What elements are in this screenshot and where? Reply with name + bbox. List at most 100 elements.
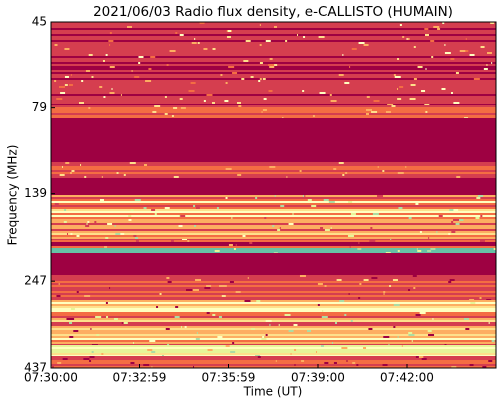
spectrum-speckle	[428, 334, 435, 336]
spectrum-speckle	[397, 172, 404, 174]
spectrum-speckle	[280, 205, 285, 207]
spectrum-speckle	[179, 34, 184, 36]
spectrum-speckle	[350, 320, 353, 322]
spectrum-row	[51, 263, 496, 265]
spectrum-speckle	[397, 98, 402, 100]
spectrum-row	[51, 88, 496, 90]
spectrum-row	[51, 239, 496, 240]
spectrum-row	[51, 154, 496, 156]
spectrum-speckle	[88, 54, 93, 56]
spectrum-speckle	[278, 324, 280, 326]
spectrum-row	[51, 306, 496, 308]
spectrum-row	[51, 261, 496, 263]
spectrum-row	[51, 293, 496, 295]
spectrum-speckle	[238, 105, 242, 107]
spectrum-speckle	[65, 162, 70, 164]
spectrum-speckle	[448, 281, 452, 283]
spectrum-speckle	[259, 44, 262, 46]
spectrum-speckle	[199, 22, 205, 24]
spectrum-speckle	[70, 308, 75, 310]
spectrum-speckle	[154, 213, 157, 215]
spectrum-speckle	[68, 84, 73, 86]
spectrum-row	[51, 344, 496, 345]
spectrum-speckle	[382, 364, 388, 366]
spectrum-speckle	[60, 92, 66, 94]
spectrum-speckle	[292, 213, 294, 215]
spectrum-speckle	[217, 336, 223, 338]
spectrum-speckle	[99, 86, 103, 88]
spectrum-speckle	[480, 46, 485, 48]
spectrum-speckle	[102, 60, 105, 62]
spectrum-row	[51, 118, 496, 120]
spectrum-speckle	[242, 235, 246, 237]
spectrum-speckle	[345, 172, 348, 174]
spectrum-row	[51, 289, 496, 291]
spectrum-speckle	[143, 364, 150, 366]
spectrum-row	[51, 324, 496, 326]
spectrum-speckle	[191, 42, 197, 44]
spectrum-speckle	[465, 50, 469, 52]
spectrum-speckle	[272, 225, 275, 227]
spectrum-speckle	[312, 115, 315, 117]
spectrum-speckle	[214, 250, 220, 252]
spectrum-speckle	[170, 240, 174, 242]
spectrum-speckle	[138, 62, 141, 64]
spectrum-speckle	[390, 239, 392, 240]
spectrum-speckle	[273, 26, 277, 28]
spectrum-speckle	[147, 349, 153, 351]
spectrum-speckle	[358, 242, 360, 244]
spectrum-row	[51, 237, 496, 239]
spectrum-row	[51, 259, 496, 261]
spectrum-row	[51, 152, 496, 154]
spectrum-row	[51, 332, 496, 334]
spectrum-speckle	[479, 297, 482, 299]
spectrum-row	[51, 48, 496, 50]
spectrum-speckle	[368, 328, 373, 330]
spectrum-row	[51, 221, 496, 223]
spectrum-speckle	[151, 351, 156, 353]
spectrum-speckle	[408, 332, 413, 334]
x-tick-label: 07:39:00	[291, 371, 345, 385]
spectrum-speckle	[486, 52, 492, 54]
spectrum-speckle	[269, 166, 276, 168]
spectrum-speckle	[438, 215, 443, 217]
spectrum-speckle	[108, 40, 114, 42]
spectrum-row	[51, 358, 496, 360]
spectrum-row	[51, 334, 496, 336]
y-tick-label: 79	[32, 100, 47, 114]
spectrum-speckle	[128, 219, 132, 221]
spectrum-speckle	[255, 355, 261, 356]
spectrum-row	[51, 356, 496, 358]
spectrum-speckle	[255, 197, 258, 199]
spectrum-row	[51, 24, 496, 26]
spectrum-speckle	[54, 80, 57, 82]
spectrum-speckle	[148, 68, 152, 70]
spectrum-speckle	[486, 64, 488, 66]
spectrum-speckle	[78, 102, 84, 104]
spectrum-speckle	[130, 362, 135, 364]
spectrum-speckle	[277, 229, 281, 231]
spectrum-row	[51, 70, 496, 72]
spectrum-speckle	[294, 349, 297, 351]
spectrum-row	[51, 275, 496, 277]
spectrum-speckle	[164, 207, 170, 209]
spectrum-speckle	[228, 66, 235, 68]
spectrum-speckle	[142, 197, 148, 199]
spectrum-row	[51, 287, 496, 289]
spectrum-row	[51, 219, 496, 221]
spectrum-speckle	[450, 92, 453, 94]
spectrum-speckle	[284, 314, 291, 316]
spectrum-speckle	[451, 231, 456, 233]
spectrum-speckle	[62, 358, 68, 360]
spectrum-row	[51, 52, 496, 54]
spectrum-speckle	[329, 94, 332, 96]
spectrum-speckle	[430, 40, 435, 42]
spectrum-row	[51, 192, 496, 194]
spectrum-speckle	[453, 209, 459, 211]
spectrum-speckle	[64, 76, 69, 78]
spectrum-row	[51, 231, 496, 233]
spectrum-row	[51, 82, 496, 84]
spectrum-speckle	[383, 293, 385, 295]
spectrum-speckle	[59, 174, 65, 176]
spectrum-speckle	[123, 322, 128, 324]
